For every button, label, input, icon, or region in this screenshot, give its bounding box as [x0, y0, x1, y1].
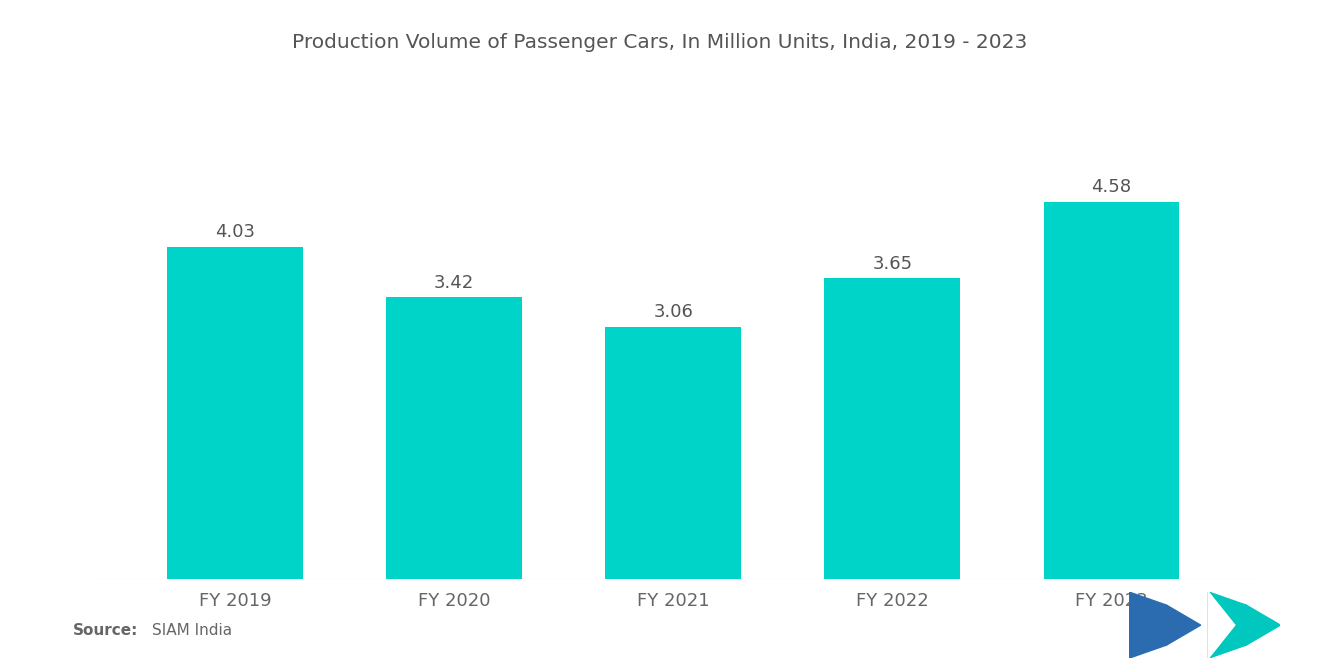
Bar	[825, 279, 961, 579]
Polygon shape	[1208, 592, 1246, 658]
Text: SIAM India: SIAM India	[152, 623, 232, 638]
Bar	[1044, 202, 1180, 579]
Bar	[606, 327, 741, 579]
Polygon shape	[1129, 592, 1167, 658]
Polygon shape	[1246, 605, 1280, 645]
Text: Source:: Source:	[73, 623, 139, 638]
Text: Production Volume of Passenger Cars, In Million Units, India, 2019 - 2023: Production Volume of Passenger Cars, In …	[292, 33, 1028, 53]
Text: 3.42: 3.42	[434, 273, 474, 292]
Bar	[166, 247, 302, 579]
Polygon shape	[1167, 605, 1201, 645]
Polygon shape	[1208, 592, 1234, 658]
Text: 4.03: 4.03	[215, 223, 255, 241]
Text: 3.65: 3.65	[873, 255, 912, 273]
Bar	[385, 297, 521, 579]
Text: 3.06: 3.06	[653, 303, 693, 321]
Text: 4.58: 4.58	[1092, 178, 1131, 196]
